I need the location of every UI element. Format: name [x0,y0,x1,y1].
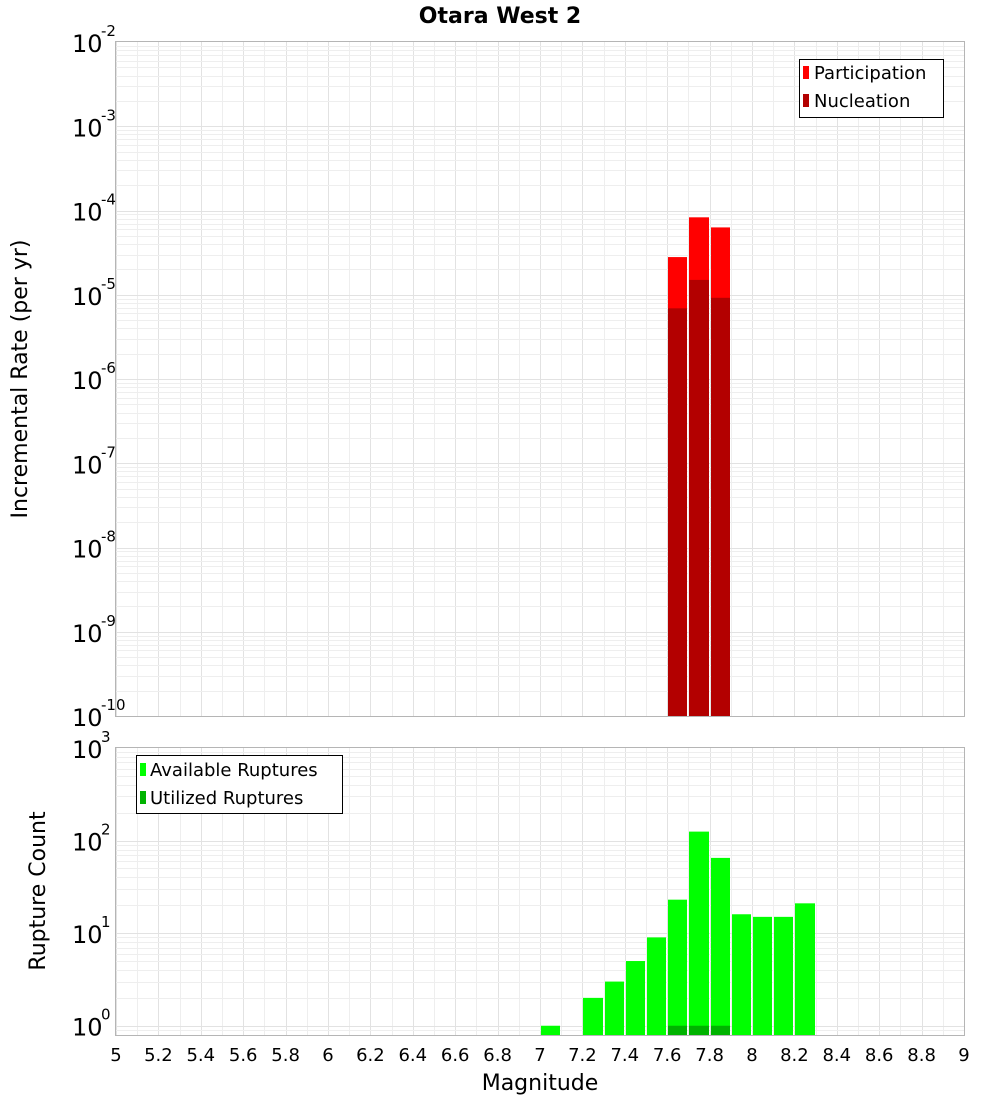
x-tick-label: 6.2 [356,1045,385,1066]
rate-plot-frame [115,41,965,717]
y-tick-label: 10 [72,451,103,479]
x-tick-label: 7 [534,1045,545,1066]
available-ruptures-legend-swatch [140,763,146,776]
y-tick-label: 10 [72,367,103,395]
y-tick-exponent: 0 [101,1006,111,1024]
nucleation-legend-swatch [803,94,809,107]
x-tick-label: 7.8 [695,1045,724,1066]
utilized-ruptures-bar [668,1025,687,1035]
y-tick-exponent: -8 [101,528,116,546]
x-tick-label: 7.6 [653,1045,682,1066]
available-ruptures-bar [689,831,709,1035]
x-tick-label: 6.8 [483,1045,512,1066]
available-ruptures-bar [732,914,751,1035]
x-tick-label: 7.2 [568,1045,597,1066]
x-tick-label: 5.8 [271,1045,300,1066]
x-tick-label: 8.4 [822,1045,851,1066]
available-ruptures-bar [541,1025,560,1035]
rate-y-axis-label: Incremental Rate (per yr) [8,240,33,519]
y-tick-exponent: -10 [101,696,126,714]
utilized-ruptures-bar [689,1025,709,1035]
participation-legend-swatch [803,66,809,79]
y-tick-label: 10 [72,704,103,732]
y-tick-label: 10 [72,283,103,311]
y-tick-exponent: -2 [101,22,116,40]
available-ruptures-bar [605,981,624,1035]
x-tick-label: 8 [746,1045,757,1066]
y-tick-exponent: -9 [101,612,116,630]
y-tick-label: 10 [72,536,103,564]
available-ruptures-bar [668,899,687,1035]
rupture-count-y-axis-label: Rupture Count [26,811,51,971]
x-tick-label: 6.4 [398,1045,427,1066]
y-tick-exponent: 3 [101,728,111,746]
x-tick-label: 8.6 [865,1045,894,1066]
available-ruptures-bar [711,857,730,1035]
available-ruptures-bar [795,903,815,1035]
y-tick-label: 10 [72,30,103,58]
y-tick-label: 10 [72,199,103,227]
y-tick-exponent: -3 [101,106,116,124]
available-ruptures-bar [774,916,793,1035]
y-tick-label: 10 [72,114,103,142]
x-tick-label: 5 [110,1045,121,1066]
y-tick-exponent: -5 [101,275,116,293]
rupture-legend: Available Ruptures Utilized Ruptures [136,755,343,814]
participation-legend-label: Participation [814,63,926,84]
x-tick-label: 5.6 [229,1045,258,1066]
magnitude-x-axis-label: Magnitude [482,1071,599,1096]
chart-title: Otara West 2 [419,4,581,29]
utilized-ruptures-bar [711,1025,730,1035]
available-ruptures-bar [626,961,645,1035]
y-tick-label: 10 [72,1014,103,1042]
utilized-ruptures-legend-label: Utilized Ruptures [150,788,303,809]
nucleation-legend-label: Nucleation [814,91,910,112]
x-tick-label: 8.2 [780,1045,809,1066]
x-tick-label: 9 [958,1045,969,1066]
nucleation-bar [711,297,730,716]
available-ruptures-legend-label: Available Ruptures [150,760,318,781]
nucleation-bar [668,308,687,716]
x-tick-label: 5.4 [186,1045,215,1066]
x-tick-label: 6 [322,1045,333,1066]
y-tick-label: 10 [72,829,103,857]
available-ruptures-bar [753,916,772,1035]
count-plot-frame [115,747,965,1036]
y-tick-exponent: -4 [101,191,116,209]
available-ruptures-bar [647,937,666,1035]
y-tick-exponent: 2 [101,821,111,839]
nucleation-bar [689,279,709,716]
y-tick-exponent: -6 [101,359,116,377]
x-tick-label: 5.2 [144,1045,173,1066]
utilized-ruptures-legend-swatch [140,791,146,804]
y-tick-exponent: 1 [101,913,111,931]
y-tick-label: 10 [72,921,103,949]
x-tick-label: 8.8 [907,1045,936,1066]
y-tick-label: 10 [72,620,103,648]
y-tick-exponent: -7 [101,443,116,461]
y-tick-label: 10 [72,736,103,764]
x-tick-label: 6.6 [441,1045,470,1066]
x-tick-label: 7.4 [610,1045,639,1066]
rate-legend: Participation Nucleation [799,59,944,118]
available-ruptures-bar [583,997,603,1035]
